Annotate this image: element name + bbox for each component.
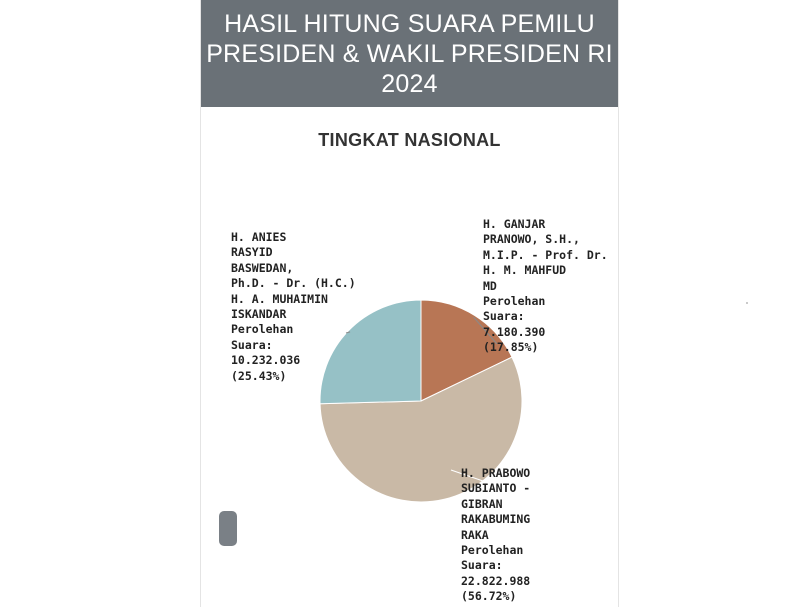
slice-label-2-name-line-2: BASWEDAN,	[231, 260, 294, 275]
slice-label-1-name-line-1: SUBIANTO -	[461, 481, 531, 496]
scroll-handle[interactable]	[219, 511, 237, 546]
slice-label-1: H. PRABOWO SUBIANTO - GIBRAN RAKABUMING RAKA…	[461, 466, 530, 605]
slice-label-1-value-line-0: Perolehan	[461, 543, 524, 558]
slice-label-2-name-line-1: RASYID	[231, 245, 273, 260]
page-header: HASIL HITUNG SUARA PEMILU PRESIDEN & WAK…	[201, 0, 618, 107]
results-card: HASIL HITUNG SUARA PEMILU PRESIDEN & WAK…	[200, 0, 619, 607]
slice-label-0-value-line-3: (17.85%)	[483, 340, 539, 355]
slice-label-1-name-line-4: RAKA	[461, 527, 489, 542]
slice-label-0-name-line-0: H. GANJAR	[483, 217, 546, 231]
slice-label-1-name-line-3: RAKABUMING	[461, 512, 531, 527]
slice-label-0-value-line-1: Suara:	[483, 309, 525, 324]
slice-label-2: H. ANIES RASYID BASWEDAN, Ph.D. - Dr. (H.C.…	[231, 230, 356, 384]
leader-line-1	[450, 469, 484, 482]
slice-label-0-name-line-4: MD	[483, 278, 497, 293]
header-title-line-2: PRESIDEN & WAKIL PRESIDEN RI	[206, 39, 613, 68]
slice-label-0-name-line-2: M.I.P. - Prof. Dr.	[483, 247, 608, 262]
pie-slice-0[interactable]	[420, 299, 513, 402]
slice-label-0: H. GANJAR PRANOWO, S.H., M.I.P. - Prof. Dr…	[483, 217, 608, 356]
slice-label-2-name-line-3: Ph.D. - Dr. (H.C.)	[231, 276, 356, 291]
slice-label-0-name-line-1: PRANOWO, S.H.,	[483, 232, 580, 247]
slice-label-2-value-line-1: Suara:	[231, 337, 273, 352]
slice-label-2-name-line-4: H. A. MUHAIMIN	[231, 291, 328, 306]
slice-label-1-value-line-2: 22.822.988	[461, 573, 531, 588]
slice-label-2-value-line-0: Perolehan	[231, 322, 294, 337]
slice-label-0-value-line-2: 7.180.390	[483, 324, 546, 339]
slice-label-2-value-line-2: 10.232.036	[231, 353, 301, 368]
slice-label-1-name-line-0: H. PRABOWO	[461, 466, 531, 480]
slice-label-1-value-line-3: (56.72%)	[461, 589, 517, 604]
header-title-line-3: 2024	[381, 69, 438, 98]
pie-slice-2[interactable]	[319, 299, 422, 405]
slice-label-2-name-line-0: H. ANIES	[231, 230, 287, 244]
leader-line-2	[345, 331, 351, 334]
slice-label-2-value-line-3: (25.43%)	[231, 368, 287, 383]
slice-label-1-value-line-1: Suara:	[461, 558, 503, 573]
chart-subtitle: TINGKAT NASIONAL	[318, 130, 501, 150]
leader-line-0	[473, 316, 498, 345]
stray-dot	[746, 302, 748, 304]
header-title-line-1: HASIL HITUNG SUARA PEMILU	[224, 9, 595, 38]
slice-label-0-name-line-3: H. M. MAHFUD	[483, 263, 567, 278]
pie-slice-1[interactable]	[319, 356, 523, 503]
slice-label-2-name-line-5: ISKANDAR	[231, 307, 287, 322]
slice-label-0-value-line-0: Perolehan	[483, 294, 546, 309]
slice-label-1-name-line-2: GIBRAN	[461, 496, 503, 511]
